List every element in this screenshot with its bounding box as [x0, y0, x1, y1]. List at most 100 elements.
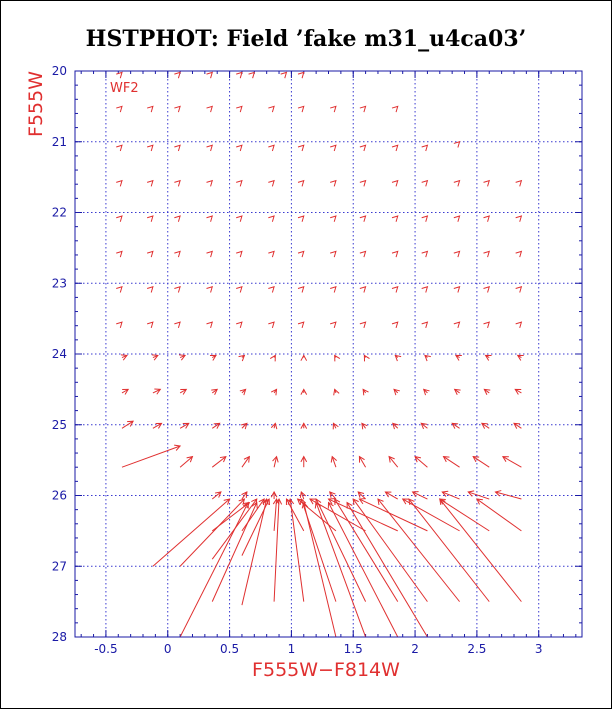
bias-vector — [280, 71, 288, 79]
vector-shaft — [334, 498, 399, 602]
bias-vector — [116, 179, 123, 187]
vector-head — [268, 179, 275, 187]
vector-head — [494, 490, 502, 497]
vector-head — [467, 490, 475, 497]
vector-head — [174, 105, 181, 113]
vector-shaft — [273, 498, 278, 531]
bias-vector — [174, 215, 181, 222]
vector-head — [388, 455, 395, 463]
vector-head — [236, 286, 243, 293]
bias-vector — [211, 501, 251, 532]
vector-shaft — [273, 499, 280, 602]
vector-shaft — [443, 456, 460, 468]
bias-vector — [357, 491, 366, 500]
vector-head — [147, 179, 154, 187]
bias-vector — [147, 105, 154, 113]
vector-head — [453, 179, 461, 187]
bias-vector — [152, 388, 162, 395]
bias-vector — [268, 105, 275, 113]
vector-head — [151, 354, 159, 361]
bias-vector — [515, 179, 523, 187]
bias-vector — [408, 498, 490, 602]
vector-head — [174, 71, 181, 79]
bias-vector — [359, 321, 367, 329]
vector-head — [391, 321, 399, 329]
vector-head — [391, 144, 399, 152]
vector-head — [333, 388, 340, 396]
vector-head — [287, 498, 295, 505]
vector-head — [483, 286, 490, 293]
vector-head — [454, 354, 462, 361]
bias-vector — [453, 179, 461, 187]
vector-head — [421, 321, 429, 329]
vector-head — [334, 354, 341, 362]
vector-head — [359, 250, 367, 258]
bias-vector — [394, 354, 402, 362]
bias-vector — [211, 501, 258, 602]
bias-vector — [391, 215, 399, 222]
bias-vector — [174, 250, 181, 258]
vector-head — [186, 455, 194, 463]
vector-head — [239, 388, 247, 396]
vector-shaft — [121, 420, 134, 429]
bias-vector — [287, 498, 305, 602]
vector-head — [238, 354, 246, 362]
vector-head — [330, 215, 337, 222]
y-tick-label: 25 — [52, 418, 67, 432]
vector-head — [480, 422, 488, 429]
vector-head — [330, 144, 337, 152]
vector-head — [180, 388, 188, 395]
vector-shaft — [179, 456, 193, 468]
vector-head — [391, 250, 399, 258]
bias-vector — [421, 144, 429, 152]
bias-vector — [206, 286, 213, 293]
vector-head — [209, 354, 217, 361]
bias-vector — [329, 491, 337, 500]
bias-vector — [241, 491, 248, 500]
vector-head — [147, 105, 154, 113]
vector-head — [241, 491, 248, 498]
bias-vector — [453, 215, 461, 222]
bias-vector — [299, 498, 337, 602]
vector-head — [359, 105, 367, 113]
bias-vector — [300, 422, 308, 429]
y-tick-label: 28 — [52, 630, 67, 644]
vector-shaft — [315, 502, 367, 637]
vector-head — [236, 321, 243, 329]
bias-vector — [483, 250, 490, 258]
vector-shaft — [328, 498, 398, 532]
vector-head — [300, 354, 308, 361]
vector-head — [297, 215, 305, 222]
vector-shaft — [211, 502, 258, 602]
vector-shaft — [481, 422, 490, 429]
vector-head — [483, 179, 490, 187]
bias-vector — [420, 422, 428, 430]
vector-head — [421, 215, 429, 222]
vector-head — [515, 179, 523, 187]
vector-head — [236, 71, 243, 79]
vector-head — [453, 250, 461, 258]
vector-shaft — [442, 491, 460, 500]
vector-head — [238, 498, 246, 505]
bias-vector — [147, 179, 154, 187]
vector-head — [297, 71, 305, 79]
vector-head — [357, 491, 365, 498]
bias-vector — [297, 215, 305, 222]
vector-head — [174, 179, 181, 187]
vector-head — [297, 321, 305, 329]
vector-shaft — [328, 502, 399, 637]
bias-vector — [297, 144, 305, 152]
bias-vector — [206, 321, 213, 329]
bias-vector — [422, 388, 430, 396]
vector-head — [268, 144, 275, 152]
vector-shaft — [211, 502, 250, 532]
bias-vector — [300, 455, 308, 468]
bias-vector — [472, 456, 490, 468]
x-tick-label: 2.5 — [467, 642, 486, 656]
vector-head — [334, 498, 341, 506]
bias-vector — [359, 250, 367, 258]
bias-vector — [268, 179, 275, 187]
bias-vector — [273, 497, 283, 602]
bias-vector — [359, 179, 367, 187]
vector-head — [211, 388, 219, 395]
